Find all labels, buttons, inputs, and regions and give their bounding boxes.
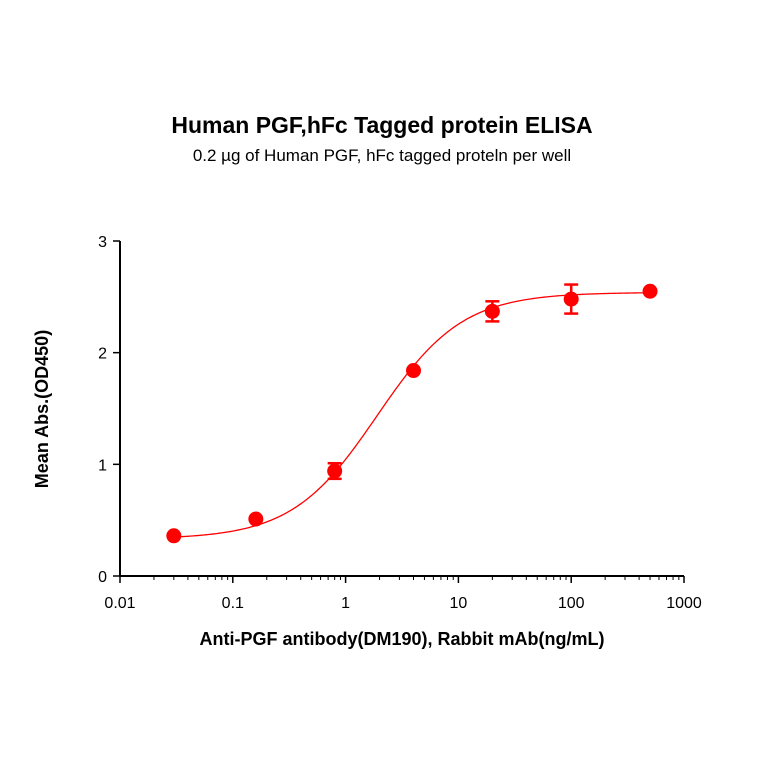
chart-subtitle: 0.2 µg of Human PGF, hFc tagged proteln … <box>192 146 572 165</box>
y-tick-label: 1 <box>98 457 107 474</box>
x-tick-label: 1 <box>341 595 350 612</box>
y-tick-label: 3 <box>98 234 107 251</box>
data-point <box>484 303 500 319</box>
data-point <box>327 463 343 479</box>
x-tick-label: 0.1 <box>222 595 244 612</box>
points-layer <box>166 283 658 544</box>
x-tick-label: 1000 <box>666 595 702 612</box>
x-axis-title: Anti-PGF antibody(DM190), Rabbit mAb(ng/… <box>200 629 605 649</box>
axes: 0.01 0.1 1 10 100 1000 0 1 2 3 <box>98 234 702 612</box>
data-point <box>406 363 422 379</box>
data-point <box>248 511 264 527</box>
x-tick-label: 10 <box>450 595 468 612</box>
data-point <box>642 283 658 299</box>
data-point <box>563 291 579 307</box>
y-tick-label: 0 <box>98 569 107 586</box>
data-point <box>166 528 182 544</box>
x-tick-label: 100 <box>558 595 585 612</box>
x-tick-label: 0.01 <box>104 595 135 612</box>
fit-curve <box>173 292 651 538</box>
chart-title: Human PGF,hFc Tagged protein ELISA <box>171 112 593 138</box>
y-axis-title: Mean Abs.(OD450) <box>32 330 52 488</box>
fit-layer <box>173 292 651 538</box>
y-tick-label: 2 <box>98 346 107 363</box>
